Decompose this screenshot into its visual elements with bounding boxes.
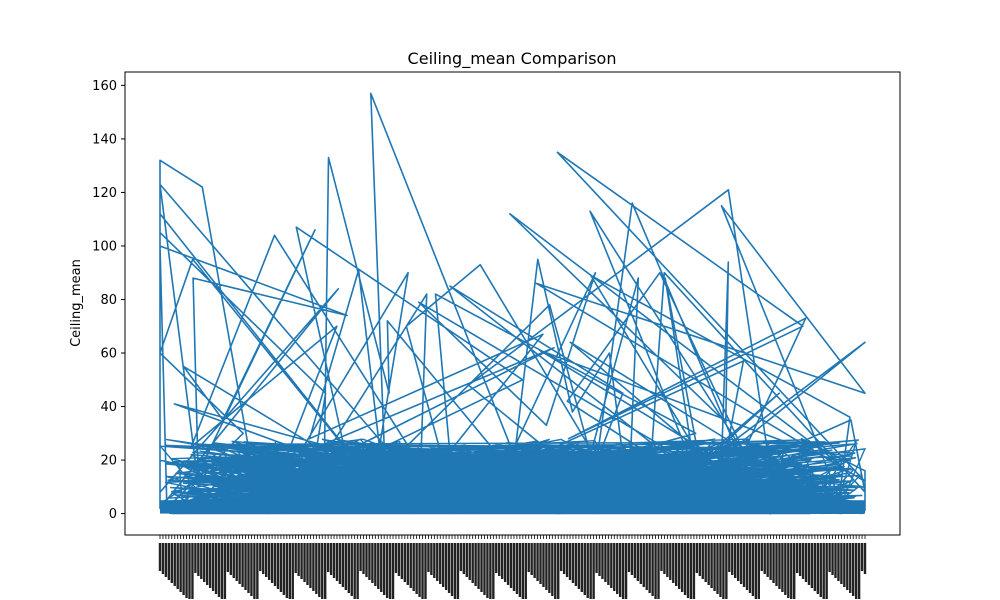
chart-title: Ceiling_mean Comparison — [408, 49, 617, 69]
series-layer — [158, 92, 867, 515]
y-tick-label: 80 — [100, 293, 117, 308]
x-axis — [158, 535, 867, 599]
y-tick-label: 120 — [92, 186, 117, 201]
y-tick-label: 160 — [92, 79, 117, 94]
plot-frame — [124, 71, 901, 536]
y-tick-label: 0 — [109, 507, 117, 522]
y-tick-label: 140 — [92, 132, 117, 147]
y-tick-label: 60 — [100, 347, 117, 362]
y-tick-label: 40 — [100, 400, 117, 415]
series-floor-fill — [160, 500, 865, 514]
y-tick-label: 20 — [100, 454, 117, 469]
y-tick-label: 100 — [92, 239, 117, 254]
y-axis: 0 20 40 60 80 100 120 140 160 — [92, 79, 125, 522]
y-axis-label: Ceiling_mean — [69, 259, 84, 347]
